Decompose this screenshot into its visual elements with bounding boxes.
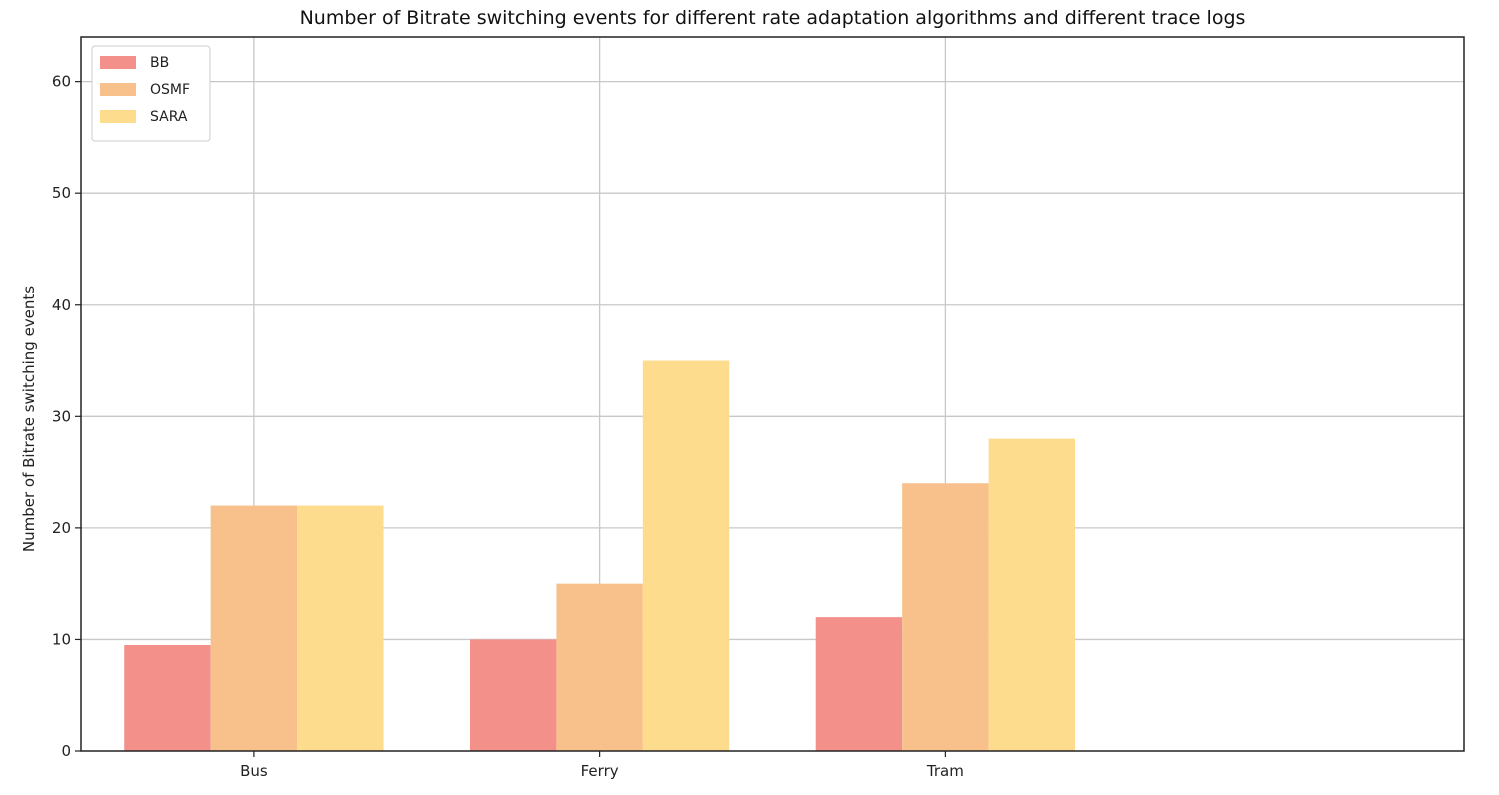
y-tick-label: 40 xyxy=(52,296,71,314)
legend-label-osmf: OSMF xyxy=(150,82,190,98)
y-axis-label: Number of Bitrate switching events xyxy=(20,286,38,552)
x-tick-label: Bus xyxy=(240,762,268,780)
y-tick-label: 10 xyxy=(52,630,71,648)
bars xyxy=(124,360,1076,751)
y-tick-label: 0 xyxy=(61,742,71,760)
legend-label-bb: BB xyxy=(150,55,169,71)
bar-sara-ferry xyxy=(642,360,730,751)
y-tick-label: 30 xyxy=(52,407,71,425)
bar-sara-bus xyxy=(297,505,384,751)
x-tick-label: Ferry xyxy=(581,762,619,780)
bar-osmf-ferry xyxy=(556,583,643,751)
x-tick-label: Tram xyxy=(926,762,964,780)
bar-osmf-bus xyxy=(210,505,298,751)
bar-bb-tram xyxy=(815,617,903,751)
legend-swatch-bb xyxy=(100,56,136,69)
plot-frame xyxy=(80,36,1465,752)
chart-title: Number of Bitrate switching events for d… xyxy=(300,7,1246,29)
y-tick-label: 50 xyxy=(52,184,71,202)
bar-osmf-tram xyxy=(902,483,989,751)
legend-swatch-sara xyxy=(100,110,136,123)
bar-sara-tram xyxy=(988,438,1076,751)
legend-items: BB OSMF SARA xyxy=(100,55,190,125)
legend-label-sara: SARA xyxy=(150,109,188,125)
bar-bb-bus xyxy=(124,645,211,751)
y-tick-label: 60 xyxy=(52,73,71,91)
x-axis-ticks: Bus Ferry Tram xyxy=(240,751,964,780)
legend: BB OSMF SARA xyxy=(91,45,211,142)
bar-bb-ferry xyxy=(469,639,557,751)
y-tick-label: 20 xyxy=(52,519,71,537)
legend-swatch-osmf xyxy=(100,83,136,96)
y-axis-ticks: 0 10 20 30 40 50 60 xyxy=(52,73,81,760)
